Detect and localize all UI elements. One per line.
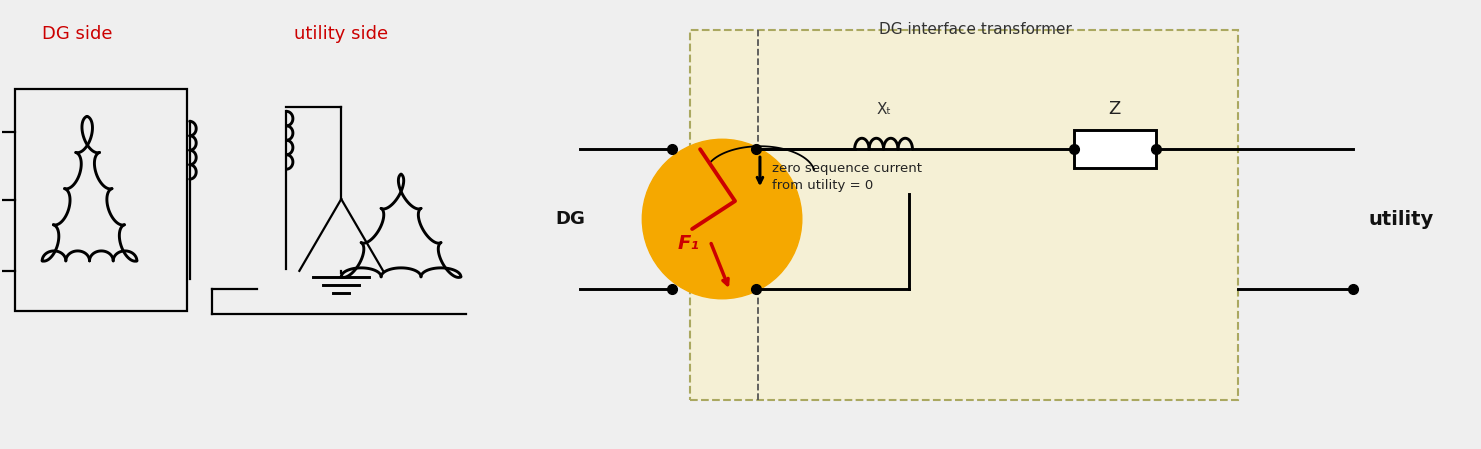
Bar	[15, 89, 187, 311]
Text: zero sequence current
from utility = 0: zero sequence current from utility = 0	[772, 162, 921, 192]
Text: DG side: DG side	[41, 25, 113, 43]
Text: utility side: utility side	[295, 25, 388, 43]
Circle shape	[643, 139, 801, 299]
Text: Z: Z	[1109, 100, 1121, 119]
Text: utility: utility	[1368, 210, 1434, 229]
Text: F₁: F₁	[677, 234, 699, 253]
Bar	[690, 30, 1238, 401]
Text: Xₜ: Xₜ	[877, 102, 892, 117]
Text: DG interface transformer: DG interface transformer	[878, 22, 1072, 37]
Bar	[1074, 130, 1155, 168]
Text: DG: DG	[555, 210, 585, 228]
